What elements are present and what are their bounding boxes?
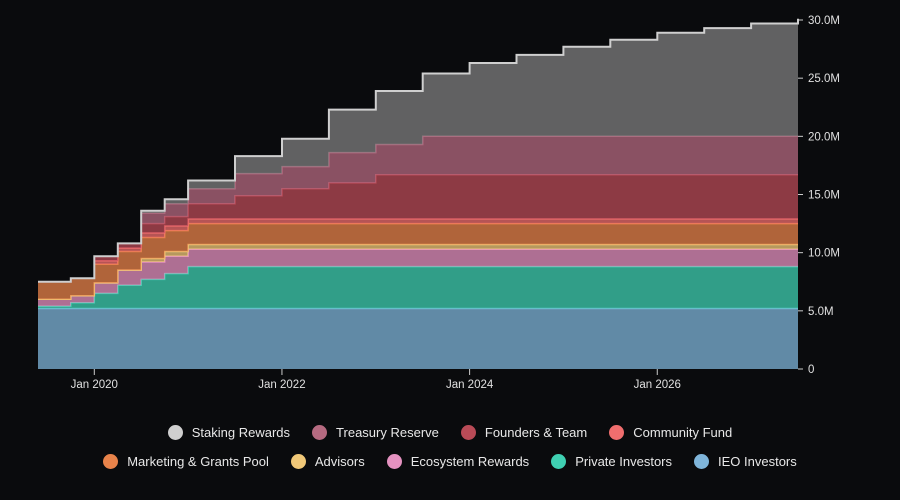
- y-tick-label: 20.0M: [808, 131, 840, 143]
- legend-item-private-investors[interactable]: Private Investors: [551, 454, 672, 469]
- legend-swatch-icon: [167, 425, 183, 440]
- legend-item-community-fund[interactable]: Community Fund: [609, 425, 732, 440]
- x-tick-label: Jan 2024: [446, 379, 494, 391]
- x-tick-label: Jan 2022: [258, 379, 305, 391]
- legend-label: Community Fund: [633, 425, 733, 440]
- area-marketing-grants-pool: [38, 223, 798, 300]
- legend-label: Private Investors: [575, 454, 673, 469]
- legend-swatch-icon: [551, 454, 567, 469]
- area-private-investors: [38, 266, 798, 309]
- area-staking-rewards: [38, 18, 798, 282]
- vesting-area-chart: Jan 2020 Jan 2022 Jan 2024 Jan 2026 0 5.0M 10.…: [38, 15, 840, 391]
- y-tick-label: 5.0M: [808, 306, 834, 318]
- legend-label: Ecosystem Rewards: [410, 454, 530, 469]
- y-tick-label: 0: [808, 364, 814, 376]
- legend-row-2: Marketing & Grants Pool Advisors Ecosystem…: [0, 454, 900, 469]
- y-tick-label: 10.0M: [808, 248, 840, 260]
- line-staking-rewards: [38, 18, 799, 283]
- legend-label: Founders & Team: [484, 425, 588, 440]
- legend-swatch-icon: [103, 454, 119, 469]
- legend-item-ecosystem-rewards[interactable]: Ecosystem Rewards: [386, 454, 530, 469]
- legend-item-marketing-grants-pool[interactable]: Marketing & Grants Pool: [103, 454, 269, 469]
- legend-swatch-icon: [290, 454, 306, 469]
- legend-item-advisors[interactable]: Advisors: [290, 454, 365, 469]
- legend-item-ieo-investors[interactable]: IEO Investors: [694, 454, 797, 469]
- legend-swatch-icon: [386, 454, 402, 469]
- legend-swatch-icon: [609, 425, 625, 440]
- legend-swatch-icon: [312, 425, 328, 440]
- y-tick-label: 30.0M: [808, 15, 840, 27]
- legend-item-treasury-reserve[interactable]: Treasury Reserve: [312, 425, 439, 440]
- y-tick-label: 25.0M: [808, 73, 840, 85]
- legend-swatch-icon: [694, 454, 710, 469]
- area-ieo-investors: [38, 308, 798, 369]
- y-tick-label: 15.0M: [808, 190, 840, 202]
- legend-label: Staking Rewards: [191, 425, 291, 440]
- legend-swatch-icon: [460, 425, 476, 440]
- area-treasury-reserve: [38, 136, 798, 282]
- legend-label: Advisors: [314, 454, 365, 469]
- legend-label: IEO Investors: [718, 454, 797, 469]
- legend-item-staking-rewards[interactable]: Staking Rewards: [167, 425, 291, 440]
- legend-item-founders-team[interactable]: Founders & Team: [460, 425, 588, 440]
- legend-label: Marketing & Grants Pool: [127, 454, 269, 469]
- legend-label: Treasury Reserve: [336, 425, 439, 440]
- area-founders-team: [38, 174, 798, 282]
- area-ecosystem-rewards: [38, 249, 798, 307]
- x-tick-label: Jan 2020: [71, 379, 118, 391]
- legend-row-1: Staking Rewards Treasury Reserve Founders …: [0, 425, 900, 440]
- x-tick-label: Jan 2026: [634, 379, 681, 391]
